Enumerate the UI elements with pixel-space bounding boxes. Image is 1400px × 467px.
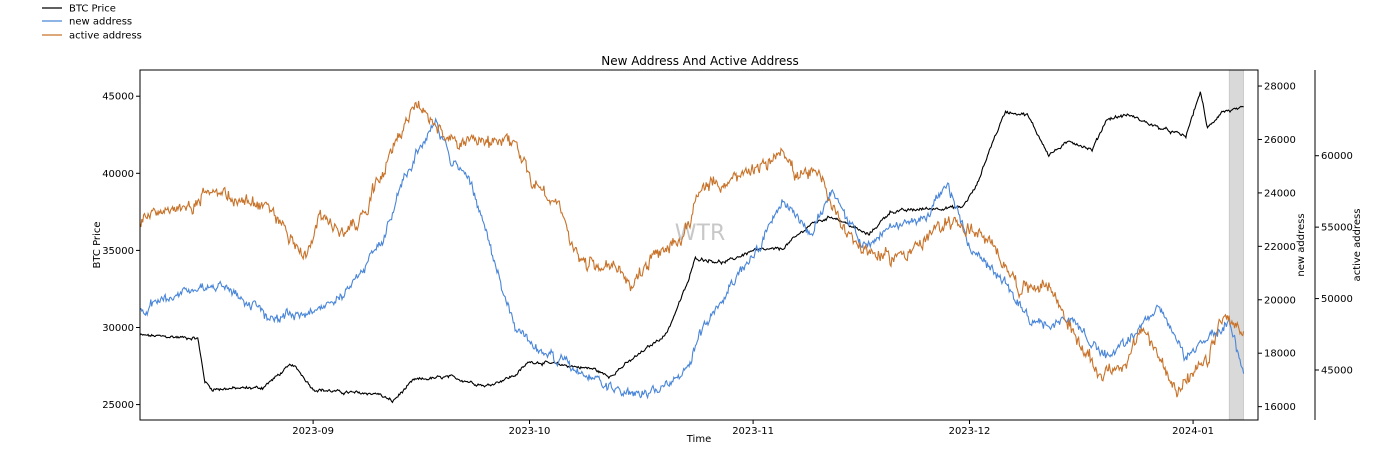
x-tick-label: 2023-12: [949, 426, 991, 437]
new-address-axis-label: new address: [1296, 213, 1307, 276]
legend: BTC Price new address active address: [42, 4, 142, 42]
new-address-axis-ticks: 16000 18000 20000 22000 24000 26000 28000: [1258, 82, 1296, 413]
x-axis-ticks: 2023-09 2023-10 2023-11 2023-12 2024-01: [292, 420, 1214, 437]
y-tick-label: 40000: [102, 169, 134, 180]
y-tick-label: 18000: [1264, 349, 1296, 360]
x-tick-label: 2023-10: [509, 426, 551, 437]
y-tick-label: 35000: [102, 246, 134, 257]
y-tick-label: 45000: [1321, 366, 1353, 377]
y-tick-label: 25000: [102, 400, 134, 411]
series-line-active-address: [140, 100, 1245, 398]
y-tick-label: 55000: [1321, 223, 1353, 234]
legend-label-active-address: active address: [69, 31, 142, 42]
x-axis-label: Time: [686, 434, 711, 445]
y-tick-label: 24000: [1264, 188, 1296, 199]
price-axis-ticks: 25000 30000 35000 40000 45000: [102, 92, 140, 411]
chart-title: New Address And Active Address: [601, 54, 799, 68]
y-tick-label: 60000: [1321, 151, 1353, 162]
y-tick-label: 50000: [1321, 294, 1353, 305]
watermark-text: WTR: [675, 221, 725, 246]
series-line-new-address: [140, 117, 1245, 400]
plot-frame: [139, 69, 1259, 421]
y-tick-label: 30000: [102, 323, 134, 334]
active-address-axis-ticks: 45000 50000 55000 60000: [1315, 151, 1353, 377]
y-tick-label: 20000: [1264, 295, 1296, 306]
series-line-btc-price: [140, 91, 1244, 404]
legend-label-btc-price: BTC Price: [69, 4, 116, 15]
legend-label-new-address: new address: [69, 17, 132, 28]
y-tick-label: 16000: [1264, 402, 1296, 413]
y-tick-label: 28000: [1264, 82, 1296, 93]
y-tick-label: 45000: [102, 92, 134, 103]
price-axis-label: BTC Price: [92, 222, 103, 269]
y-tick-label: 22000: [1264, 242, 1296, 253]
x-tick-label: 2024-01: [1172, 426, 1214, 437]
x-tick-label: 2023-09: [292, 426, 334, 437]
x-tick-label: 2023-11: [732, 426, 774, 437]
y-tick-label: 26000: [1264, 135, 1296, 146]
active-address-axis-label: active address: [1352, 209, 1363, 282]
